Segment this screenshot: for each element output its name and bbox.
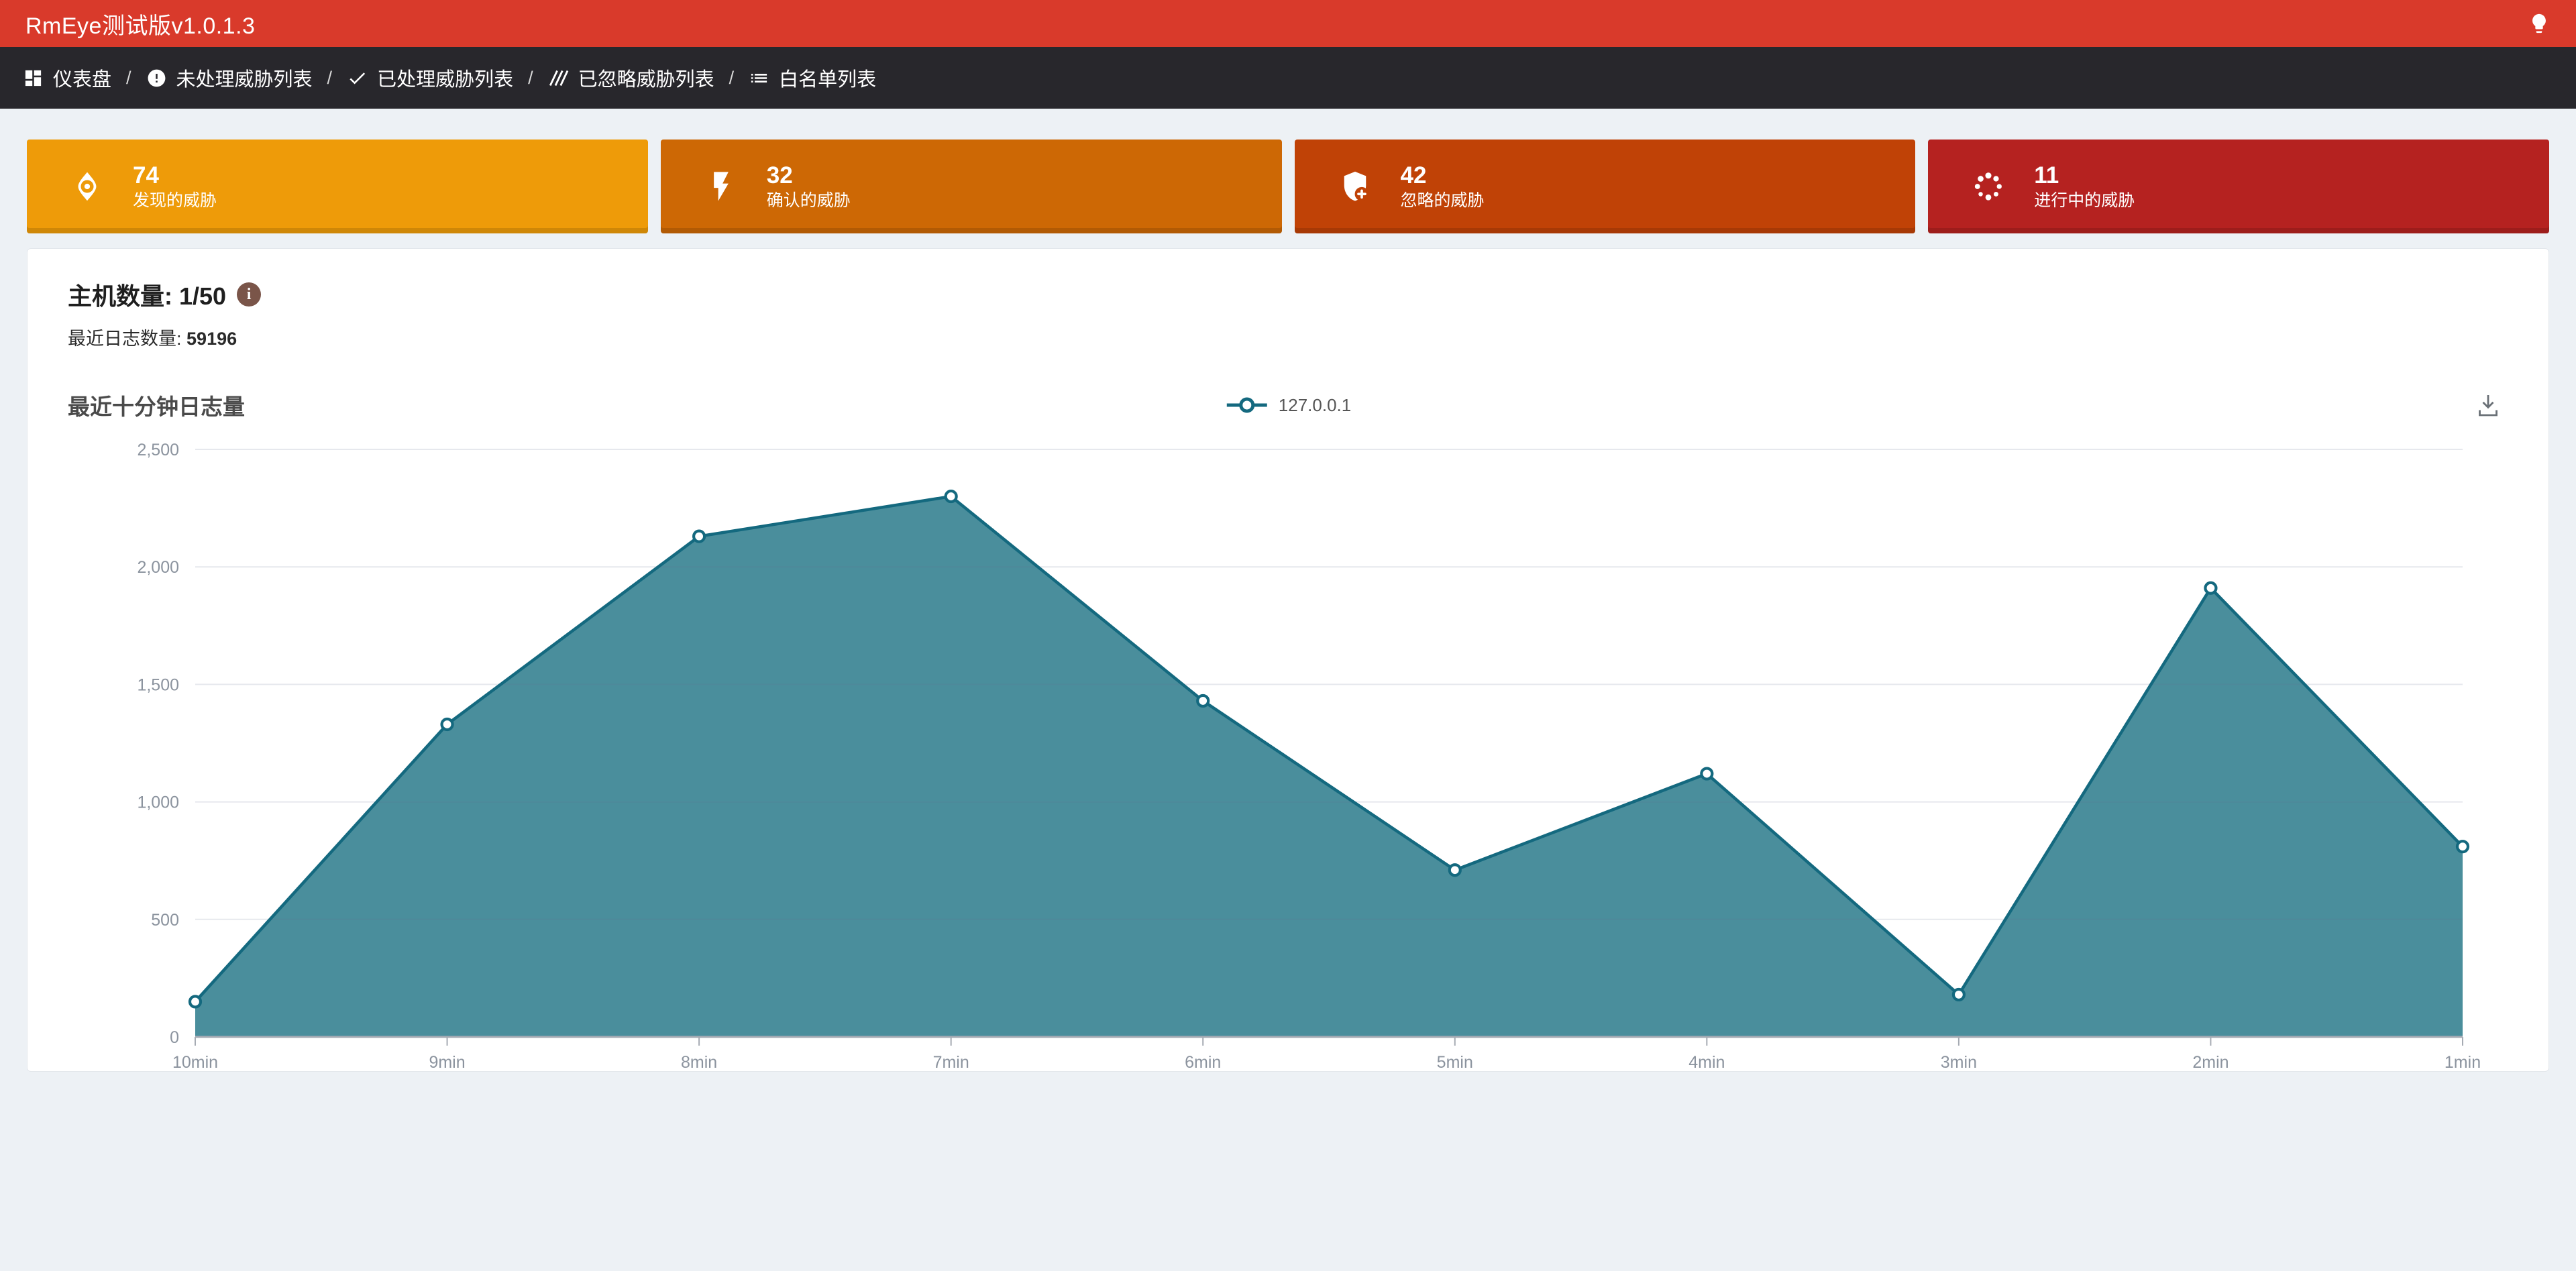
card-label: 进行中的威胁 (2034, 191, 2135, 210)
host-count-value: 1/50 (179, 282, 227, 310)
card-discovered-threats[interactable]: 74 发现的威胁 (27, 140, 648, 233)
svg-text:3min: 3min (1941, 1053, 1977, 1072)
nav-separator: / (528, 67, 533, 88)
spinner-icon (1971, 169, 2006, 204)
nav-item-dashboard[interactable]: 仪表盘 (23, 64, 111, 92)
nav-label: 已忽略威胁列表 (578, 69, 714, 91)
stat-cards-row: 74 发现的威胁 32 确认的威胁 42 忽略的威胁 (27, 140, 2549, 233)
card-label: 确认的威胁 (766, 191, 851, 210)
chart-header: 最近十分钟日志量 127.0.0.1 (68, 385, 2508, 425)
list-icon (751, 73, 767, 82)
svg-text:10min: 10min (172, 1053, 218, 1072)
svg-text:7min: 7min (933, 1053, 969, 1072)
chart-area: 0 500 1,000 1,500 2,000 2,500 10min 9min 8min 7mi… (68, 429, 2508, 1073)
nav-item-ignored-threats[interactable]: 已忽略威胁列表 (548, 64, 714, 92)
card-inprogress-threats[interactable]: 11 进行中的威胁 (1928, 140, 2549, 233)
nav-label: 仪表盘 (53, 69, 112, 91)
card-value: 32 (766, 162, 793, 188)
svg-text:1,000: 1,000 (137, 793, 179, 812)
nav-label: 白名单列表 (779, 69, 877, 91)
nav-item-whitelist[interactable]: 白名单列表 (749, 64, 876, 92)
legend-item-127-0-0-1[interactable]: 127.0.0.1 (1225, 395, 1351, 416)
info-icon[interactable]: i (237, 282, 262, 307)
breadcrumb-nav: 仪表盘 / 未处理威胁列表 / 已处理威胁列表 / 已忽略威胁列表 / 白名单列… (0, 47, 2576, 109)
chart-title: 最近十分钟日志量 (68, 394, 245, 419)
svg-text:0: 0 (170, 1028, 179, 1047)
svg-text:2min: 2min (2192, 1053, 2229, 1072)
card-confirmed-threats[interactable]: 32 确认的威胁 (660, 140, 1282, 233)
bolt-icon (704, 169, 739, 204)
log-count-value: 59196 (186, 329, 237, 349)
lightbulb-glyph (2532, 13, 2546, 34)
log-count-line: 最近日志数量: 59196 (68, 324, 2508, 350)
slashes-icon (549, 70, 568, 86)
card-ignored-threats[interactable]: 42 忽略的威胁 (1294, 140, 1916, 233)
app-title: RmEye测试版v1.0.1.3 (25, 13, 256, 39)
nav-item-unhandled-threats[interactable]: 未处理威胁列表 (146, 64, 313, 92)
nav-label: 未处理威胁列表 (176, 69, 313, 91)
card-label: 忽略的威胁 (1400, 191, 1485, 210)
svg-text:5min: 5min (1437, 1053, 1473, 1072)
host-count-text: 主机数量: 1/50 (68, 277, 226, 312)
svg-text:2,500: 2,500 (137, 441, 179, 459)
svg-text:9min: 9min (429, 1053, 465, 1072)
svg-text:500: 500 (151, 911, 179, 930)
shield-plus-icon (1338, 169, 1373, 204)
svg-text:2,000: 2,000 (137, 558, 179, 577)
card-value: 11 (2034, 162, 2059, 188)
nav-separator: / (327, 67, 333, 88)
svg-text:6min: 6min (1185, 1053, 1221, 1072)
alert-circle-icon (148, 69, 165, 87)
log-volume-chart: 0 500 1,000 1,500 2,000 2,500 10min 9min 8min 7mi… (137, 441, 2481, 1072)
legend-label: 127.0.0.1 (1278, 394, 1352, 415)
download-icon[interactable] (2475, 392, 2502, 419)
nav-label: 已处理威胁列表 (377, 69, 514, 91)
card-value: 74 (133, 162, 159, 188)
svg-text:8min: 8min (681, 1053, 717, 1072)
dashboard-panel: 主机数量: 1/50 i 最近日志数量: 59196 最近十分钟日志量 127.… (27, 248, 2549, 1072)
host-count-line: 主机数量: 1/50 i (68, 277, 2508, 312)
svg-text:1,500: 1,500 (137, 675, 179, 694)
log-count-label: 最近日志数量: (68, 329, 182, 349)
eye-icon (70, 169, 105, 204)
svg-text:1min: 1min (2445, 1053, 2481, 1072)
nav-separator: / (729, 67, 735, 88)
svg-text:4min: 4min (1688, 1053, 1725, 1072)
card-label: 发现的威胁 (133, 191, 217, 210)
nav-separator: / (126, 67, 131, 88)
check-icon (350, 72, 366, 85)
app-header: RmEye测试版v1.0.1.3 (0, 0, 2576, 47)
dashboard-icon (25, 70, 42, 86)
lightbulb-icon[interactable] (2528, 12, 2551, 35)
card-value: 42 (1400, 162, 1427, 188)
host-count-label: 主机数量: (68, 282, 172, 310)
legend-marker-icon (1226, 397, 1267, 413)
nav-item-handled-threats[interactable]: 已处理威胁列表 (347, 64, 513, 92)
